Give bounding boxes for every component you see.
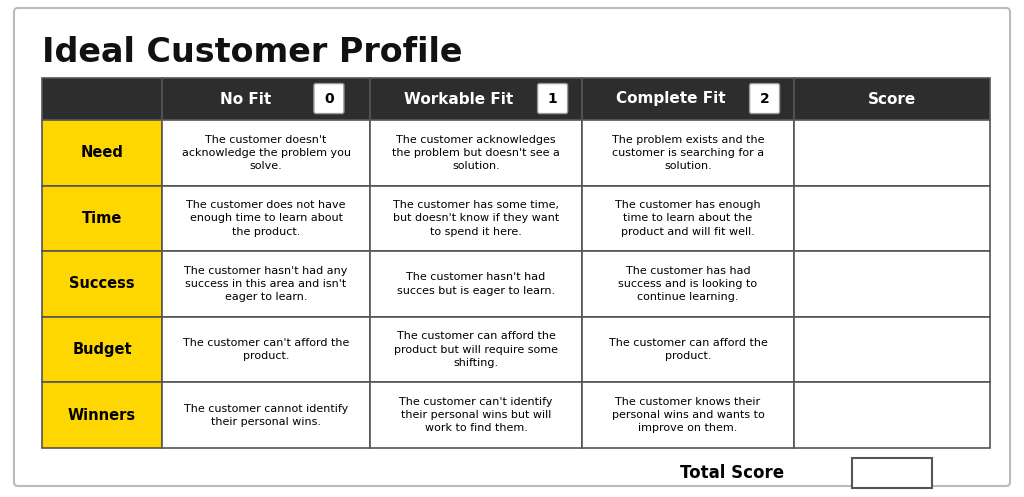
FancyBboxPatch shape [538, 83, 567, 113]
Bar [162, 120, 370, 185]
Text: The customer can afford the
product but will require some
shifting.: The customer can afford the product but … [394, 331, 558, 368]
Text: The customer doesn't
acknowledge the problem you
solve.: The customer doesn't acknowledge the pro… [181, 135, 350, 171]
Text: The customer has some time,
but doesn't know if they want
to spend it here.: The customer has some time, but doesn't … [393, 200, 559, 237]
Bar [42, 185, 162, 251]
Text: Time: Time [82, 211, 122, 226]
Text: The customer hasn't had
succes but is eager to learn.: The customer hasn't had succes but is ea… [397, 272, 555, 296]
Text: Budget: Budget [72, 342, 132, 357]
FancyBboxPatch shape [750, 83, 779, 113]
Bar [582, 382, 794, 448]
Text: Success: Success [70, 276, 135, 292]
Text: Winners: Winners [68, 408, 136, 423]
Text: 1: 1 [548, 91, 557, 105]
Bar [794, 382, 990, 448]
Bar [370, 251, 582, 317]
Text: The customer knows their
personal wins and wants to
improve on them.: The customer knows their personal wins a… [611, 397, 764, 433]
FancyBboxPatch shape [14, 8, 1010, 486]
Text: The customer acknowledges
the problem but doesn't see a
solution.: The customer acknowledges the problem bu… [392, 135, 560, 171]
Text: The problem exists and the
customer is searching for a
solution.: The problem exists and the customer is s… [611, 135, 764, 171]
Text: 2: 2 [760, 91, 769, 105]
Text: No Fit: No Fit [219, 91, 270, 106]
Text: The customer has had
success and is looking to
continue learning.: The customer has had success and is look… [618, 266, 758, 302]
Bar [162, 185, 370, 251]
Text: Total Score: Total Score [680, 464, 784, 482]
Bar [370, 317, 582, 382]
Text: The customer can afford the
product.: The customer can afford the product. [608, 338, 767, 361]
Text: The customer has enough
time to learn about the
product and will fit well.: The customer has enough time to learn ab… [615, 200, 761, 237]
Text: The customer can't afford the
product.: The customer can't afford the product. [183, 338, 349, 361]
Bar [162, 382, 370, 448]
Bar [582, 317, 794, 382]
Bar [42, 317, 162, 382]
Bar [852, 458, 932, 488]
Bar [370, 382, 582, 448]
Text: Score: Score [868, 91, 916, 106]
Bar [162, 317, 370, 382]
Bar [42, 251, 162, 317]
FancyBboxPatch shape [314, 83, 344, 113]
Bar [370, 120, 582, 185]
Text: The customer hasn't had any
success in this area and isn't
eager to learn.: The customer hasn't had any success in t… [184, 266, 348, 302]
Bar [42, 120, 162, 185]
Bar [582, 78, 794, 120]
Bar [162, 78, 370, 120]
Bar [794, 251, 990, 317]
Text: The customer does not have
enough time to learn about
the product.: The customer does not have enough time t… [186, 200, 346, 237]
Bar [582, 120, 794, 185]
Bar [794, 317, 990, 382]
Bar [794, 185, 990, 251]
Bar [794, 78, 990, 120]
Bar [370, 78, 582, 120]
Text: 0: 0 [325, 91, 334, 105]
Text: Workable Fit: Workable Fit [404, 91, 514, 106]
Bar [370, 185, 582, 251]
Text: Complete Fit: Complete Fit [616, 91, 726, 106]
Bar [582, 251, 794, 317]
Bar [582, 185, 794, 251]
Text: Ideal Customer Profile: Ideal Customer Profile [42, 35, 463, 69]
Text: The customer can't identify
their personal wins but will
work to find them.: The customer can't identify their person… [399, 397, 553, 433]
Text: Need: Need [81, 145, 124, 161]
Text: The customer cannot identify
their personal wins.: The customer cannot identify their perso… [184, 404, 348, 427]
Bar [42, 382, 162, 448]
Bar [794, 120, 990, 185]
Bar [42, 78, 162, 120]
Bar [162, 251, 370, 317]
